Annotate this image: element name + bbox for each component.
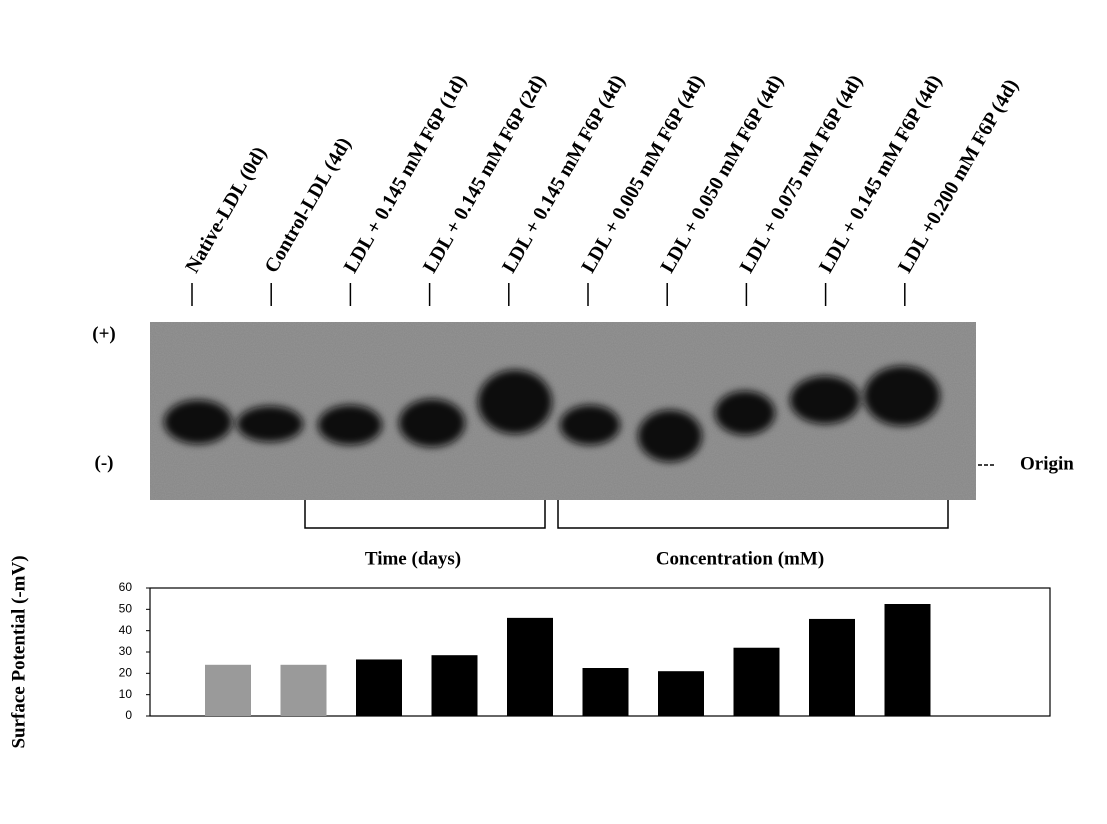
bar xyxy=(281,665,327,716)
y-tick-label: 40 xyxy=(119,623,133,637)
bar xyxy=(734,648,780,716)
concentration-label: Concentration (mM) xyxy=(656,548,824,569)
lane-label: Control-LDL (4d) xyxy=(260,134,355,277)
minus-label: (-) xyxy=(95,452,114,473)
bar xyxy=(809,619,855,716)
y-axis-label: Surface Potential (-mV) xyxy=(8,555,29,748)
lane-label: Native-LDL (0d) xyxy=(181,143,271,277)
y-tick-label: 20 xyxy=(119,666,133,680)
plus-label: (+) xyxy=(92,323,115,344)
y-tick-label: 0 xyxy=(125,708,132,722)
bar xyxy=(507,618,553,716)
bar xyxy=(583,668,629,716)
y-tick-label: 60 xyxy=(119,580,133,594)
y-tick-label: 30 xyxy=(119,644,133,658)
time-label: Time (days) xyxy=(365,548,461,569)
figure: (+) (-) Origin Time (days) Concentration… xyxy=(0,0,1107,824)
bar xyxy=(885,604,931,716)
origin-label: Origin xyxy=(1020,453,1074,474)
bar xyxy=(356,659,402,716)
bar xyxy=(205,665,251,716)
bar xyxy=(432,655,478,716)
bar xyxy=(658,671,704,716)
y-tick-label: 10 xyxy=(119,687,133,701)
y-tick-label: 50 xyxy=(119,602,133,616)
gel-image xyxy=(150,322,976,500)
